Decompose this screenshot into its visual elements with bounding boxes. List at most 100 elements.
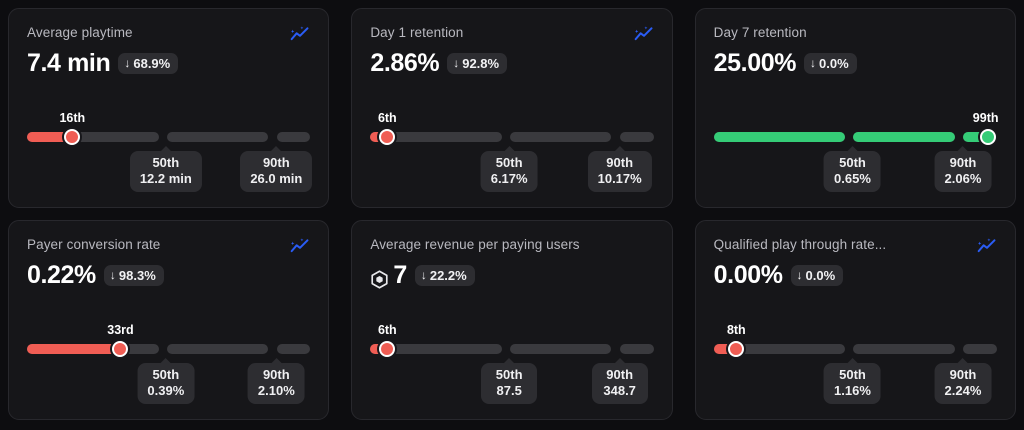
percentile-pin-value: 2.10%: [257, 383, 295, 398]
metric-card[interactable]: Average revenue per paying users 7 ↓ 22.…: [351, 220, 673, 420]
currency-icon: [370, 266, 389, 289]
percentile-pin-label: 90th: [949, 155, 977, 170]
arrow-down-icon: ↓: [453, 55, 460, 70]
arrow-down-icon: ↓: [796, 267, 803, 282]
percentile-slider[interactable]: 16th 50th 12.2 min 90th 26.0 min: [27, 111, 313, 197]
slider-thumb[interactable]: [64, 129, 81, 145]
trend-chart-icon[interactable]: [290, 25, 310, 43]
percentile-pin-value: 348.7: [603, 383, 636, 398]
track-fill: [713, 344, 737, 354]
slider-track[interactable]: [27, 129, 311, 145]
card-header: Qualified play through rate...: [714, 237, 997, 255]
track-segment-3: [276, 132, 311, 142]
slider-thumb[interactable]: [379, 341, 396, 357]
slider-thumb[interactable]: [728, 341, 745, 357]
slider-thumb[interactable]: [379, 129, 396, 145]
percentile-pins: 50th 0.65% 90th 2.06%: [714, 146, 997, 197]
slider-thumb[interactable]: [112, 341, 129, 357]
metric-value: 7.4 min: [27, 49, 111, 77]
delta-value: 92.8%: [462, 55, 500, 71]
arrow-down-icon: ↓: [810, 55, 817, 70]
delta-value: 0.0%: [819, 55, 849, 71]
line-chart-sparkle-icon: [634, 26, 653, 41]
arrow-down-icon: ↓: [124, 55, 131, 70]
delta-value: 22.2%: [429, 267, 467, 283]
track-segment-3: [619, 132, 654, 142]
rank-row: 6th: [370, 111, 653, 128]
metric-card[interactable]: Qualified play through rate... 0.00% ↓ 0…: [694, 220, 1016, 420]
track-segment-2: [166, 132, 269, 142]
card-title: Payer conversion rate: [27, 237, 161, 252]
percentile-pin-value: 0.65%: [834, 171, 871, 186]
percentile-pin: 90th 2.24%: [934, 358, 992, 404]
percentile-pins: 50th 12.2 min 90th 26.0 min: [27, 146, 313, 197]
rank-label: 16th: [59, 111, 86, 125]
value-row: 2.86% ↓ 92.8%: [370, 48, 653, 78]
slider-track[interactable]: [713, 129, 997, 145]
percentile-pins: 50th 0.39% 90th 2.10%: [27, 358, 310, 409]
metric-card[interactable]: Day 7 retention 25.00% ↓ 0.0% 99th: [694, 8, 1016, 208]
percentile-slider[interactable]: 99th 50th 0.65% 90th 2.06%: [713, 111, 999, 197]
delta-badge: ↓ 92.8%: [447, 52, 508, 74]
value-row: 7 ↓ 22.2%: [370, 260, 653, 290]
track-fill: [370, 344, 388, 354]
percentile-pin: 90th 2.10%: [247, 358, 305, 404]
percentile-pin-value: 2.06%: [944, 171, 982, 186]
card-header: Day 7 retention: [714, 25, 997, 43]
track-segment-1: [370, 132, 503, 142]
percentile-pin-value: 87.5: [496, 383, 522, 398]
metric-card[interactable]: Payer conversion rate 0.22% ↓ 98.3% 33rd: [8, 220, 330, 420]
value-row: 7.4 min ↓ 68.9%: [27, 48, 310, 78]
rank-label: 6th: [377, 323, 397, 337]
rank-label: 6th: [377, 111, 397, 125]
metric-value-wrap: 0.00%: [714, 260, 783, 290]
rank-row: 99th: [714, 111, 999, 128]
metric-card[interactable]: Average playtime 7.4 min ↓ 68.9% 16th: [8, 8, 330, 208]
percentile-pin: 90th 26.0 min: [240, 146, 313, 192]
percentile-slider[interactable]: 6th 50th 87.5 90th 348.7: [370, 323, 654, 409]
percentile-slider[interactable]: 6th 50th 6.17% 90th 10.17%: [370, 111, 654, 197]
track-segment-2: [510, 132, 612, 142]
rank-row: 16th: [27, 111, 310, 128]
card-title: Average playtime: [27, 25, 133, 40]
metric-value-wrap: 7.4 min: [27, 48, 111, 78]
robux-hexagon-icon: [371, 269, 388, 289]
metric-card[interactable]: Day 1 retention 2.86% ↓ 92.8% 6th: [351, 8, 673, 208]
card-header: Average playtime: [27, 25, 310, 43]
slider-track[interactable]: [370, 129, 654, 145]
slider-thumb[interactable]: [980, 129, 997, 145]
track-segment-1: [713, 344, 846, 354]
slider-track[interactable]: [713, 341, 997, 357]
metric-value: 2.86%: [370, 49, 440, 77]
percentile-pin-label: 50th: [839, 367, 866, 382]
value-row: 25.00% ↓ 0.0%: [714, 48, 997, 78]
track-segment-2: [510, 344, 612, 354]
trend-chart-icon[interactable]: [290, 237, 310, 255]
slider-track[interactable]: [370, 341, 654, 357]
arrow-down-icon: ↓: [420, 267, 427, 282]
card-header: Day 1 retention: [370, 25, 653, 43]
percentile-pin-label: 50th: [495, 155, 523, 170]
metric-value-wrap: 25.00%: [714, 48, 797, 78]
percentile-slider[interactable]: 8th 50th 1.16% 90th 2.24%: [713, 323, 997, 409]
line-chart-sparkle-icon: [290, 26, 309, 41]
arrow-down-icon: ↓: [109, 267, 116, 282]
track-fill: [27, 132, 73, 142]
percentile-pin: 90th 348.7: [591, 358, 648, 404]
delta-value: 68.9%: [133, 55, 171, 71]
percentile-slider[interactable]: 33rd 50th 0.39% 90th 2.10%: [27, 323, 311, 409]
trend-chart-icon[interactable]: [977, 237, 997, 255]
rank-row: 33rd: [27, 323, 310, 340]
trend-chart-icon[interactable]: [634, 25, 654, 43]
percentile-pin-value: 6.17%: [490, 171, 528, 186]
rank-label: 99th: [972, 111, 999, 125]
slider-track[interactable]: [27, 341, 311, 357]
delta-badge: ↓ 0.0%: [790, 264, 844, 286]
percentile-pin-value: 0.39%: [147, 383, 185, 398]
line-chart-sparkle-icon: [977, 238, 996, 253]
delta-badge: ↓ 98.3%: [103, 264, 164, 286]
percentile-pin-label: 90th: [262, 367, 290, 382]
percentile-pin: 50th 1.16%: [824, 358, 881, 404]
percentile-pins: 50th 6.17% 90th 10.17%: [370, 146, 653, 197]
